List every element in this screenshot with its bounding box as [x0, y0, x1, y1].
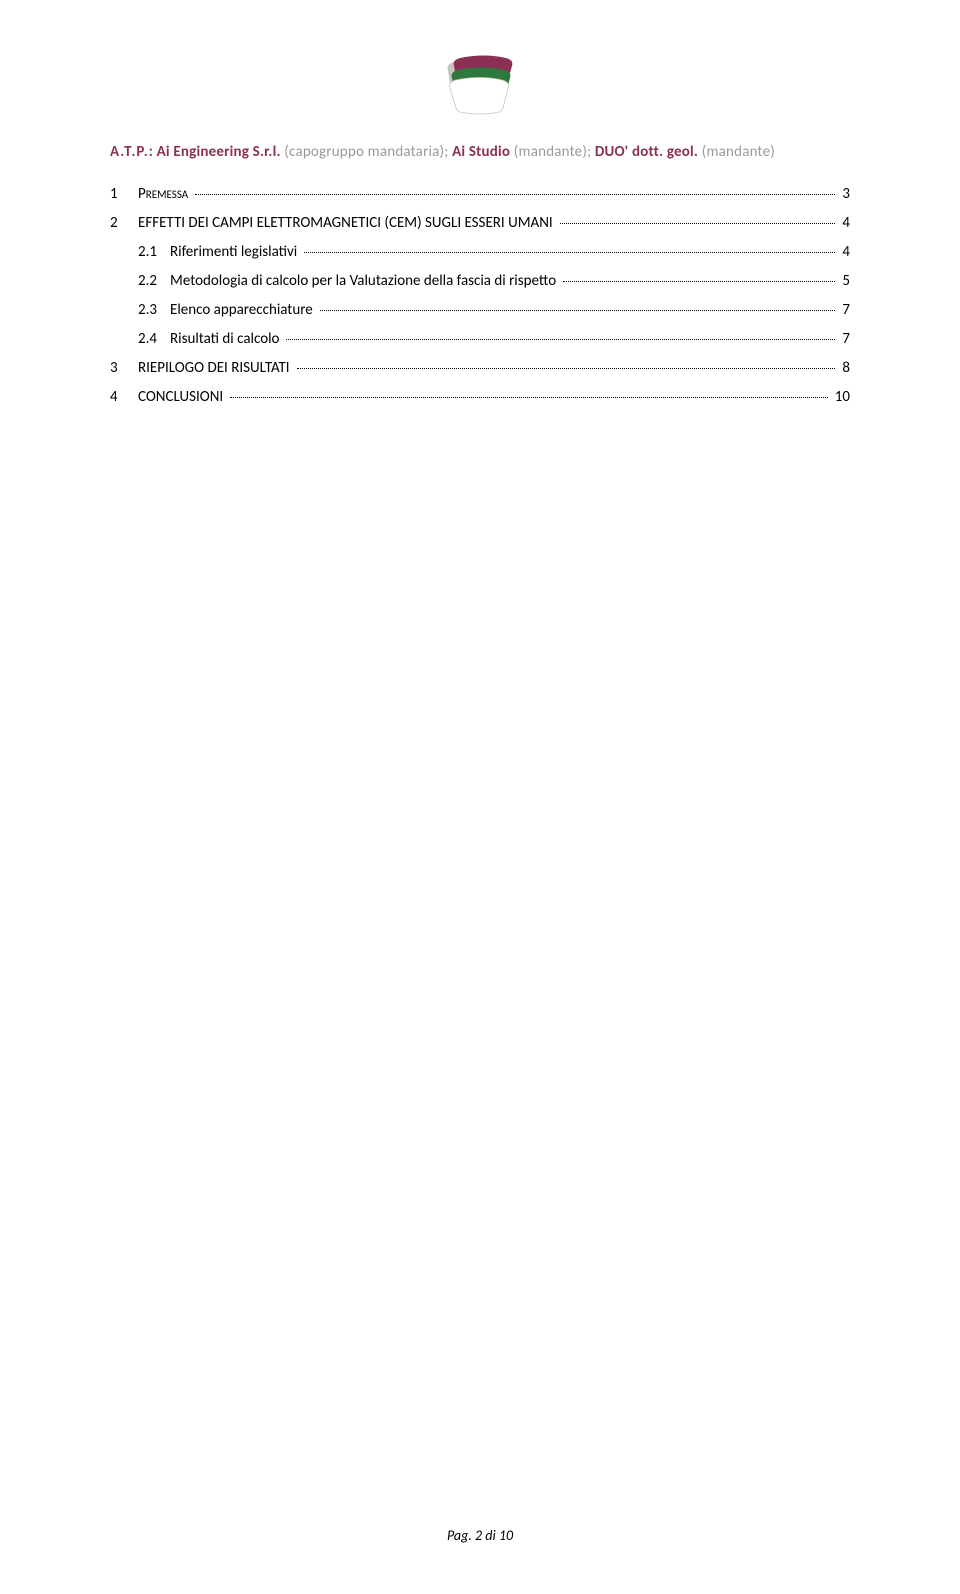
toc-row: 1Premessa 3: [110, 187, 850, 202]
toc-page-number: 10: [831, 390, 850, 405]
toc-page-number: 4: [838, 216, 850, 231]
toc-page-number: 5: [838, 274, 850, 289]
header-sep: :: [149, 143, 157, 161]
toc-number: 3: [110, 361, 138, 376]
toc-page-number: 7: [838, 303, 850, 318]
page-footer: Pag. 2 di 10: [0, 1527, 960, 1544]
toc-sub-number: 2.1: [138, 245, 170, 260]
table-of-contents: 1Premessa 3 2EFFETTI DEI CAMPI ELETTROMAGN…: [110, 187, 850, 405]
header-atp: A.T.P.: [110, 143, 149, 161]
toc-leader-dots: [230, 397, 828, 398]
toc-row: 2EFFETTI DEI CAMPI ELETTROMAGNETICI (CEM…: [110, 216, 850, 231]
toc-label: Elenco apparecchiature: [170, 303, 317, 318]
toc-number: 1: [110, 187, 138, 202]
toc-label: RIEPILOGO DEI RISULTATI: [138, 361, 294, 376]
document-page: A.T.P.: Ai Engineering S.r.l. (capogrupp…: [0, 0, 960, 1594]
toc-label: Riferimenti legislativi: [170, 245, 301, 260]
toc-leader-dots: [286, 339, 835, 340]
toc-sub-number: 2.4: [138, 332, 170, 347]
toc-row: 2.4Risultati di calcolo 7: [110, 332, 850, 347]
page-number: Pag. 2 di 10: [447, 1527, 513, 1544]
toc-page-number: 7: [838, 332, 850, 347]
toc-row: 2.2Metodologia di calcolo per la Valutaz…: [110, 274, 850, 289]
toc-number: 4: [110, 390, 138, 405]
header-affiliation: A.T.P.: Ai Engineering S.r.l. (capogrupp…: [110, 143, 850, 161]
logo-container: [110, 50, 850, 115]
toc-leader-dots: [195, 194, 835, 195]
toc-page-number: 4: [838, 245, 850, 260]
toc-number: 2: [110, 216, 138, 231]
company-logo: [440, 50, 520, 115]
toc-label: Risultati di calcolo: [170, 332, 283, 347]
toc-row: 3RIEPILOGO DEI RISULTATI 8: [110, 361, 850, 376]
toc-label: Premessa: [138, 187, 192, 202]
toc-label: CONCLUSIONI: [138, 390, 227, 405]
header-company-3: DUO' dott. geol.: [595, 143, 698, 161]
toc-sub-number: 2.3: [138, 303, 170, 318]
header-role-2: (mandante);: [510, 143, 595, 161]
toc-leader-dots: [563, 281, 835, 282]
toc-leader-dots: [304, 252, 835, 253]
toc-page-number: 8: [838, 361, 850, 376]
toc-row: 2.3Elenco apparecchiature 7: [110, 303, 850, 318]
toc-label: EFFETTI DEI CAMPI ELETTROMAGNETICI (CEM)…: [138, 216, 557, 231]
header-company-1: Ai Engineering S.r.l.: [157, 143, 281, 161]
toc-row: 2.1Riferimenti legislativi 4: [110, 245, 850, 260]
toc-leader-dots: [297, 368, 836, 369]
toc-label: Metodologia di calcolo per la Valutazion…: [170, 274, 560, 289]
toc-leader-dots: [560, 223, 836, 224]
header-role-1: (capogruppo mandataria);: [281, 143, 452, 161]
header-company-2: Ai Studio: [452, 143, 510, 161]
toc-leader-dots: [320, 310, 836, 311]
header-role-3: (mandante): [698, 143, 775, 161]
toc-row: 4CONCLUSIONI 10: [110, 390, 850, 405]
toc-page-number: 3: [838, 187, 850, 202]
toc-sub-number: 2.2: [138, 274, 170, 289]
